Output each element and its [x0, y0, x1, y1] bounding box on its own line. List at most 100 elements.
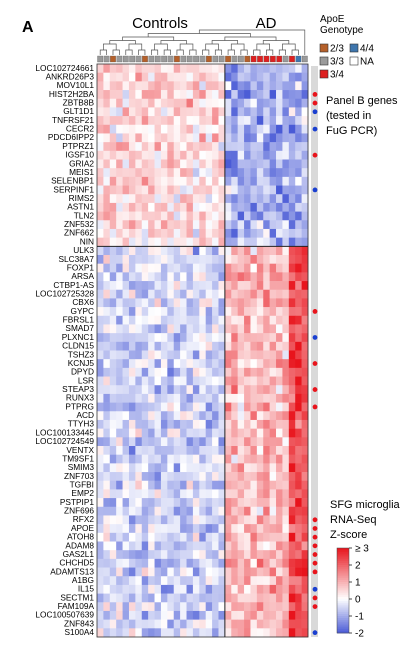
heatmap-cell: [295, 315, 302, 325]
heatmap-cell: [224, 550, 232, 560]
heatmap-cell: [109, 472, 117, 482]
heatmap-cell: [109, 289, 117, 299]
genotype-cell: [289, 55, 295, 63]
heatmap-cell: [295, 116, 302, 126]
heatmap-cell: [237, 515, 245, 525]
heatmap-cell: [231, 419, 238, 429]
heatmap-cell: [135, 385, 143, 395]
heatmap-cell: [116, 159, 123, 169]
heatmap-cell: [231, 263, 238, 273]
heatmap-cell: [250, 472, 258, 482]
heatmap-cell: [180, 419, 187, 429]
heatmap-cell: [141, 202, 149, 212]
heatmap-cell: [173, 376, 181, 386]
genotype-cell: [276, 55, 283, 63]
heatmap-cell: [122, 98, 130, 108]
heatmap-cell: [218, 168, 226, 178]
heatmap-cell: [192, 367, 200, 377]
heatmap-cell: [276, 133, 283, 143]
heatmap-cell: [122, 584, 130, 594]
heatmap-cell: [116, 610, 123, 620]
dendrogram-branch: [103, 43, 117, 50]
heatmap-cell: [180, 81, 187, 91]
heatmap-cell: [288, 359, 296, 369]
heatmap-cell: [141, 385, 149, 395]
heatmap-cell: [256, 446, 264, 455]
heatmap-cell: [180, 454, 187, 464]
heatmap-cell: [205, 584, 213, 594]
heatmap-cell: [218, 315, 226, 325]
heatmap-cell: [199, 107, 206, 117]
heatmap-cell: [116, 246, 123, 256]
heatmap-cell: [180, 289, 187, 299]
heatmap-cell: [167, 246, 175, 256]
heatmap-cell: [148, 610, 155, 620]
heatmap-cell: [167, 202, 175, 212]
heatmap-cell: [128, 463, 136, 473]
heatmap-cell: [135, 168, 143, 178]
heatmap-cell: [231, 298, 238, 308]
heatmap-cell: [122, 498, 130, 508]
heatmap-cell: [97, 472, 104, 482]
heatmap-cell: [295, 263, 302, 273]
heatmap-cell: [269, 333, 277, 343]
heatmap-cell: [224, 133, 232, 143]
genotype-cell: [103, 55, 110, 63]
heatmap-cell: [269, 619, 277, 629]
heatmap-cell: [256, 64, 264, 73]
heatmap-cell: [231, 428, 238, 438]
heatmap-cell: [116, 194, 123, 204]
heatmap-cell: [180, 176, 187, 186]
heatmap-cell: [97, 628, 104, 638]
heatmap-cell: [205, 263, 213, 273]
gene-label: MEIS1: [69, 167, 94, 177]
heatmap-cell: [167, 576, 175, 586]
heatmap-cell: [97, 506, 104, 516]
heatmap-cell: [231, 324, 238, 334]
heatmap-cell: [103, 602, 111, 612]
heatmap-cell: [282, 550, 290, 560]
heatmap-cell: [282, 506, 290, 516]
heatmap-cell: [199, 307, 206, 317]
heatmap-cell: [186, 81, 194, 91]
heatmap-cell: [109, 315, 117, 325]
heatmap-cell: [148, 480, 155, 490]
heatmap-cell: [237, 176, 245, 186]
heatmap-cell: [97, 289, 104, 299]
heatmap-cell: [276, 263, 283, 273]
heatmap-cell: [154, 506, 162, 516]
genotype-cell: [269, 55, 276, 63]
heatmap-cell: [180, 402, 187, 412]
heatmap-cell: [218, 584, 226, 594]
heatmap-cell: [128, 333, 136, 343]
heatmap-cell: [263, 367, 270, 377]
heatmap-cell: [250, 454, 258, 464]
heatmap-cell: [282, 81, 290, 91]
heatmap-cell: [231, 72, 238, 82]
panel-b-marker: [312, 126, 318, 132]
heatmap-cell: [244, 150, 251, 160]
heatmap-cell: [109, 367, 117, 377]
heatmap-cell: [276, 524, 283, 534]
heatmap-cell: [250, 610, 258, 620]
heatmap-cell: [282, 472, 290, 482]
dendrogram-branch: [240, 49, 248, 55]
heatmap-cell: [231, 541, 238, 551]
column-dendrogram: [99, 29, 306, 55]
heatmap-cell: [301, 402, 309, 412]
heatmap-cell: [256, 437, 264, 447]
heatmap-cell: [276, 602, 283, 612]
heatmap-cell: [237, 116, 245, 126]
heatmap-cell: [160, 72, 168, 82]
heatmap-cell: [122, 272, 130, 282]
heatmap-cell: [288, 541, 296, 551]
gene-label: ADAM8: [65, 540, 94, 550]
colorbar-segment: [337, 556, 349, 560]
heatmap-cell: [205, 98, 213, 108]
heatmap-cell: [135, 558, 143, 568]
heatmap-cell: [282, 454, 290, 464]
gene-label: PSTPIP1: [60, 497, 95, 507]
heatmap-cell: [186, 98, 194, 108]
heatmap-cell: [199, 263, 206, 273]
heatmap-cell: [122, 385, 130, 395]
